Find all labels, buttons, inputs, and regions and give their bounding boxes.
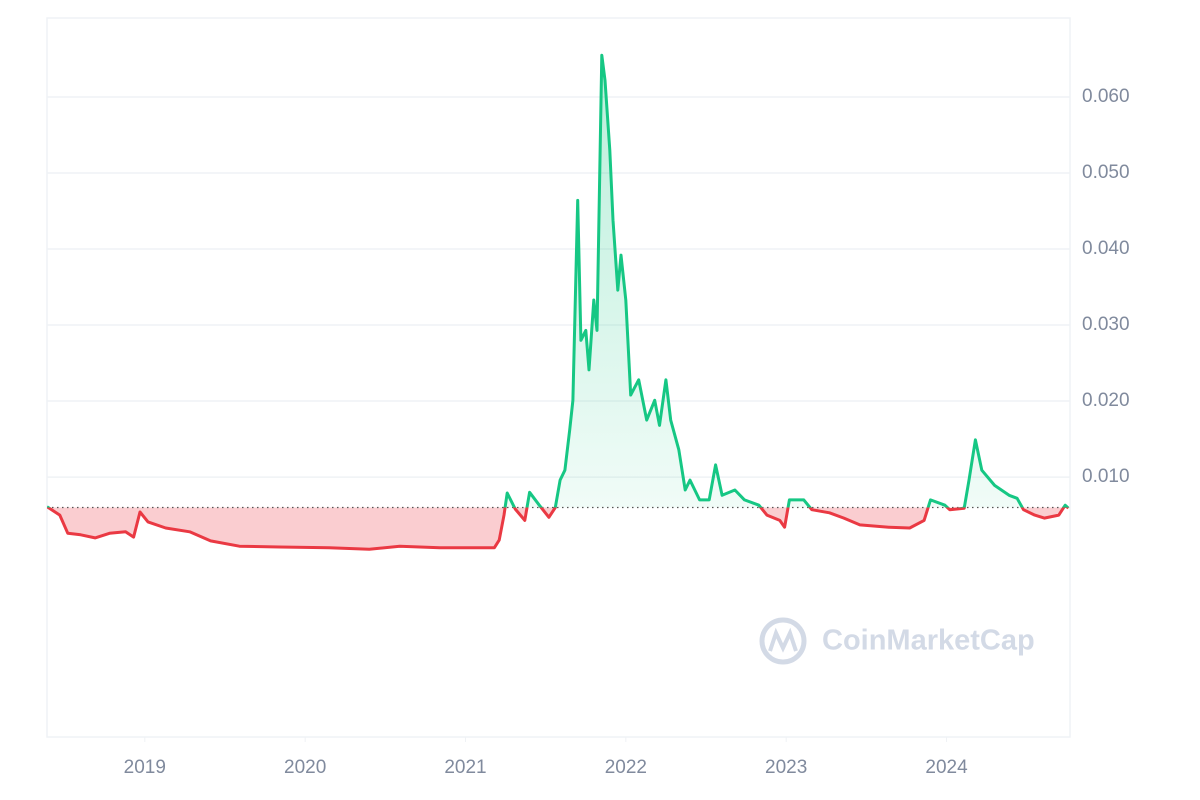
area-up: [47, 55, 1069, 508]
y-tick-label: 0.010: [1082, 466, 1130, 487]
x-tick-label: 2019: [124, 757, 166, 778]
y-tick-label: 0.020: [1082, 390, 1130, 411]
price-line-up: [47, 53, 1070, 508]
price-line-down: [47, 507, 1070, 551]
plot-frame: [46, 17, 1071, 738]
watermark-logo-m: [768, 627, 798, 653]
y-tick-label: 0.050: [1082, 162, 1130, 183]
watermark: CoinMarketCap: [759, 617, 1035, 665]
y-tick-label: 0.060: [1082, 86, 1130, 107]
x-tick-label: 2024: [925, 757, 968, 778]
watermark-text: CoinMarketCap: [822, 625, 1035, 657]
area-down: [48, 507, 1069, 550]
x-tick-label: 2020: [284, 757, 326, 778]
x-tick-label: 2023: [765, 757, 807, 778]
y-tick-label: 0.040: [1082, 238, 1130, 259]
y-tick-label: 0.030: [1082, 314, 1130, 335]
watermark-logo: [759, 617, 807, 665]
x-tick-label: 2022: [605, 757, 647, 778]
x-tick-label: 2021: [444, 757, 486, 778]
